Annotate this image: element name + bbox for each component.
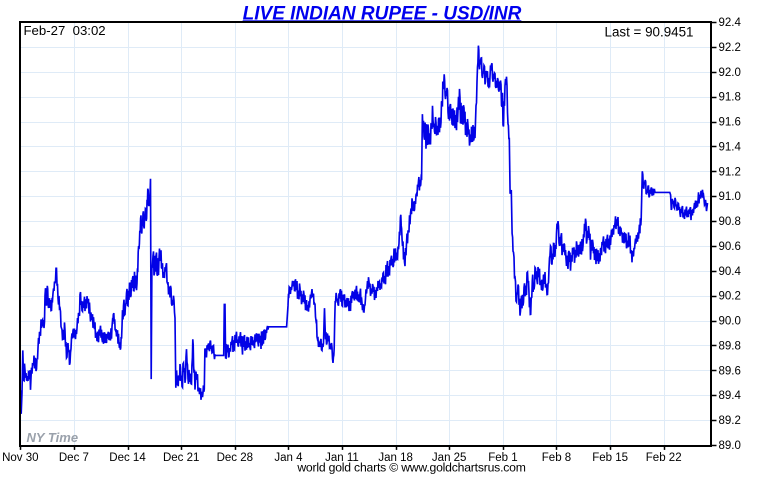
- svg-text:Jan 25: Jan 25: [432, 452, 467, 464]
- svg-text:Feb 15: Feb 15: [592, 452, 628, 464]
- svg-text:89.2: 89.2: [719, 415, 741, 427]
- svg-text:89.8: 89.8: [719, 341, 741, 353]
- svg-text:90.8: 90.8: [719, 216, 741, 228]
- svg-text:90.0: 90.0: [719, 316, 741, 328]
- svg-text:Feb 8: Feb 8: [542, 452, 571, 464]
- svg-text:89.6: 89.6: [719, 365, 741, 377]
- svg-text:90.6: 90.6: [719, 241, 741, 253]
- svg-text:Dec 21: Dec 21: [163, 452, 199, 464]
- svg-text:91.0: 91.0: [719, 191, 741, 203]
- svg-text:Dec 14: Dec 14: [109, 452, 146, 464]
- svg-text:Jan 4: Jan 4: [274, 452, 303, 464]
- svg-text:Dec 7: Dec 7: [59, 452, 89, 464]
- svg-text:Dec 28: Dec 28: [217, 452, 253, 464]
- svg-text:92.2: 92.2: [719, 42, 741, 54]
- svg-text:89.4: 89.4: [719, 390, 742, 402]
- svg-text:LIVE INDIAN RUPEE - USD/INR: LIVE INDIAN RUPEE - USD/INR: [243, 3, 522, 24]
- svg-text:90.2: 90.2: [719, 291, 741, 303]
- svg-text:world gold charts © www.goldch: world gold charts © www.goldchartsrus.co…: [296, 460, 525, 474]
- svg-text:Jan 18: Jan 18: [378, 452, 413, 464]
- svg-text:92.0: 92.0: [719, 67, 741, 79]
- svg-text:NY Time: NY Time: [27, 430, 79, 445]
- svg-text:89.0: 89.0: [719, 440, 741, 452]
- svg-text:Feb-27 03:02: Feb-27 03:02: [24, 23, 106, 38]
- svg-text:91.6: 91.6: [719, 117, 741, 129]
- svg-text:Feb 1: Feb 1: [488, 452, 517, 464]
- svg-text:90.4: 90.4: [719, 266, 742, 278]
- svg-text:Last = 90.9451: Last = 90.9451: [605, 24, 694, 39]
- svg-text:92.4: 92.4: [719, 17, 742, 29]
- svg-text:91.4: 91.4: [719, 141, 742, 153]
- svg-text:Nov 30: Nov 30: [2, 452, 38, 464]
- svg-text:91.8: 91.8: [719, 92, 741, 104]
- svg-text:Jan 11: Jan 11: [325, 452, 359, 464]
- svg-text:91.2: 91.2: [719, 166, 741, 178]
- svg-text:Feb 22: Feb 22: [646, 452, 682, 464]
